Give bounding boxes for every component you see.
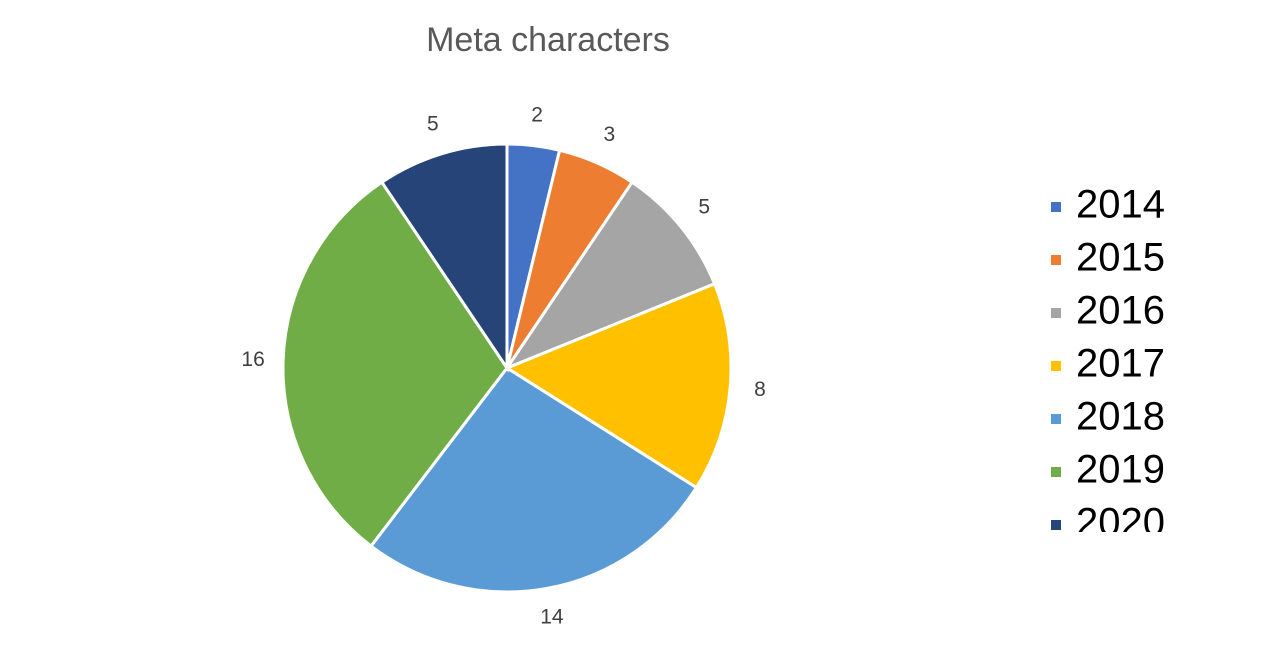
legend-label: 2020 (1076, 501, 1165, 545)
data-label: 5 (427, 113, 439, 136)
data-label: 16 (241, 348, 264, 371)
legend-marker (1051, 361, 1061, 371)
data-label: 8 (754, 378, 766, 401)
legend: 2014 2015 2016 2017 2018 2019 2020 (1051, 183, 1165, 545)
legend-marker (1051, 255, 1061, 265)
pie-slice (503, 180, 717, 372)
chart-title: Meta characters (426, 21, 670, 59)
data-label: 14 (540, 606, 564, 629)
legend-marker (1051, 467, 1061, 477)
legend-marker (1051, 308, 1061, 318)
legend-label: 2019 (1076, 448, 1165, 492)
data-label: 2 (531, 103, 543, 126)
legend-label: 2018 (1076, 395, 1165, 439)
legend-marker (1051, 202, 1061, 212)
pie-slice (368, 365, 699, 594)
legend-label: 2014 (1076, 183, 1165, 227)
pie-slice (503, 281, 733, 490)
legend-label: 2017 (1076, 342, 1165, 386)
pie-slice (379, 142, 509, 373)
pie: 2 3 5 8 14 16 5 (241, 103, 765, 628)
legend-marker (1051, 520, 1061, 530)
data-label: 3 (604, 123, 616, 146)
data-label: 5 (698, 196, 710, 219)
legend-label: 2016 (1076, 289, 1165, 333)
legend-label: 2015 (1076, 236, 1165, 280)
pie-slice (281, 180, 509, 549)
legend-marker (1051, 414, 1061, 424)
